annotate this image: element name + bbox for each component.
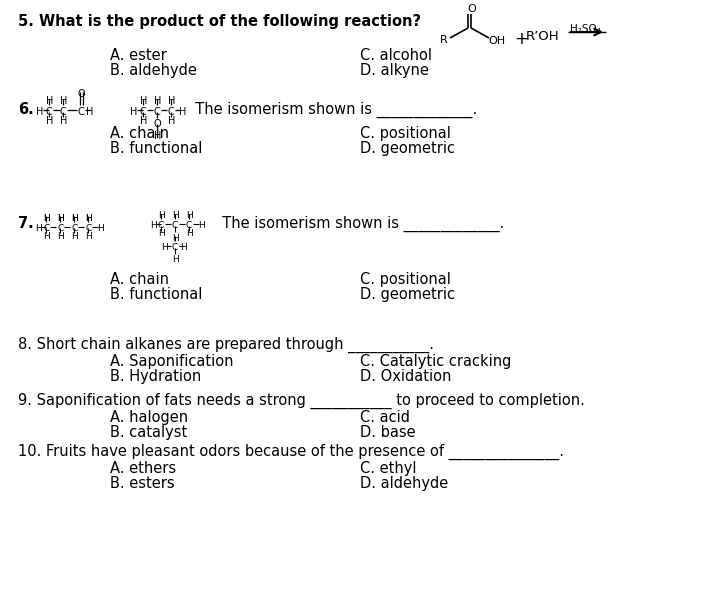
Text: H: H — [140, 96, 148, 106]
Text: H: H — [161, 243, 168, 252]
Text: B. functional: B. functional — [110, 141, 202, 156]
Text: H: H — [154, 96, 161, 106]
Text: H: H — [60, 96, 68, 106]
Text: 7.: 7. — [18, 216, 34, 231]
Text: H: H — [186, 211, 193, 220]
Text: H: H — [43, 214, 50, 223]
Text: C. positional: C. positional — [360, 272, 451, 287]
Text: C: C — [186, 221, 192, 230]
Text: H₂SO₄: H₂SO₄ — [570, 24, 601, 34]
Text: +: + — [514, 30, 528, 48]
Text: H: H — [71, 214, 78, 223]
Text: H: H — [46, 96, 53, 106]
Text: H: H — [57, 214, 64, 223]
Text: H: H — [57, 214, 64, 223]
Text: A. halogen: A. halogen — [110, 410, 188, 425]
Text: R: R — [440, 35, 448, 45]
Text: A. ester: A. ester — [110, 48, 167, 63]
Text: H: H — [60, 116, 68, 126]
Text: D. geometric: D. geometric — [360, 287, 455, 302]
Text: D. Oxidation: D. Oxidation — [360, 369, 451, 384]
Text: H: H — [43, 214, 50, 223]
Text: 10. Fruits have pleasant odors because of the presence of _______________.: 10. Fruits have pleasant odors because o… — [18, 444, 564, 460]
Text: 8. Short chain alkanes are prepared through ___________.: 8. Short chain alkanes are prepared thro… — [18, 337, 434, 353]
Text: H: H — [168, 116, 176, 126]
Text: C: C — [85, 224, 91, 233]
Text: D. geometric: D. geometric — [360, 141, 455, 156]
Text: H: H — [154, 131, 161, 141]
Text: D. alkyne: D. alkyne — [360, 63, 429, 78]
Text: C: C — [140, 107, 147, 117]
Text: H: H — [36, 107, 43, 117]
Text: C: C — [43, 224, 49, 233]
Text: O: O — [78, 89, 86, 99]
Text: C: C — [154, 107, 161, 117]
Text: H: H — [86, 107, 94, 117]
Text: H: H — [130, 107, 138, 117]
Text: C. positional: C. positional — [360, 126, 451, 141]
Text: H: H — [150, 221, 157, 230]
Text: H: H — [57, 232, 64, 241]
Text: H: H — [168, 96, 176, 106]
Text: R’OH: R’OH — [526, 30, 559, 43]
Text: C. Catalytic cracking: C. Catalytic cracking — [360, 354, 511, 369]
Text: A. chain: A. chain — [110, 272, 169, 287]
Text: D. aldehyde: D. aldehyde — [360, 476, 449, 491]
Text: H: H — [71, 214, 78, 223]
Text: C: C — [60, 107, 67, 117]
Text: H: H — [85, 214, 91, 223]
Text: H: H — [158, 211, 165, 220]
Text: C. alcohol: C. alcohol — [360, 48, 432, 63]
Text: H: H — [172, 211, 179, 220]
Text: A. Saponification: A. Saponification — [110, 354, 233, 369]
Text: H: H — [85, 214, 91, 223]
Text: H: H — [71, 232, 78, 241]
Text: C: C — [168, 107, 175, 117]
Text: H: H — [186, 229, 193, 238]
Text: O: O — [154, 119, 161, 129]
Text: C: C — [46, 107, 53, 117]
Text: 5. What is the product of the following reaction?: 5. What is the product of the following … — [18, 14, 421, 29]
Text: C: C — [158, 221, 164, 230]
Text: The isomerism shown is _____________.: The isomerism shown is _____________. — [213, 216, 504, 232]
Text: A. ethers: A. ethers — [110, 461, 176, 476]
Text: The isomerism shown is _____________.: The isomerism shown is _____________. — [186, 102, 477, 118]
Text: C: C — [172, 243, 179, 252]
Text: C. acid: C. acid — [360, 410, 410, 425]
Text: C. ethyl: C. ethyl — [360, 461, 416, 476]
Text: C: C — [172, 221, 179, 230]
Text: H: H — [97, 224, 104, 233]
Text: D. base: D. base — [360, 425, 415, 440]
Text: H: H — [46, 116, 53, 126]
Text: H: H — [140, 116, 148, 126]
Text: H: H — [179, 107, 186, 117]
Text: B. aldehyde: B. aldehyde — [110, 63, 197, 78]
Text: B. esters: B. esters — [110, 476, 175, 491]
Text: H: H — [172, 234, 179, 243]
Text: 9. Saponification of fats needs a strong ___________ to proceed to completion.: 9. Saponification of fats needs a strong… — [18, 393, 585, 409]
Text: H: H — [35, 224, 42, 233]
Text: B. Hydration: B. Hydration — [110, 369, 202, 384]
Text: B. catalyst: B. catalyst — [110, 425, 187, 440]
Text: H: H — [85, 232, 91, 241]
Text: O: O — [467, 4, 476, 14]
Text: C: C — [71, 224, 77, 233]
Text: H: H — [158, 229, 165, 238]
Text: H: H — [172, 255, 179, 264]
Text: 6.: 6. — [18, 102, 34, 117]
Text: H: H — [198, 221, 204, 230]
Text: C: C — [78, 107, 85, 117]
Text: H: H — [43, 232, 50, 241]
Text: C: C — [57, 224, 63, 233]
Text: A. chain: A. chain — [110, 126, 169, 141]
Text: B. functional: B. functional — [110, 287, 202, 302]
Text: H: H — [180, 243, 186, 252]
Text: OH: OH — [488, 36, 505, 46]
